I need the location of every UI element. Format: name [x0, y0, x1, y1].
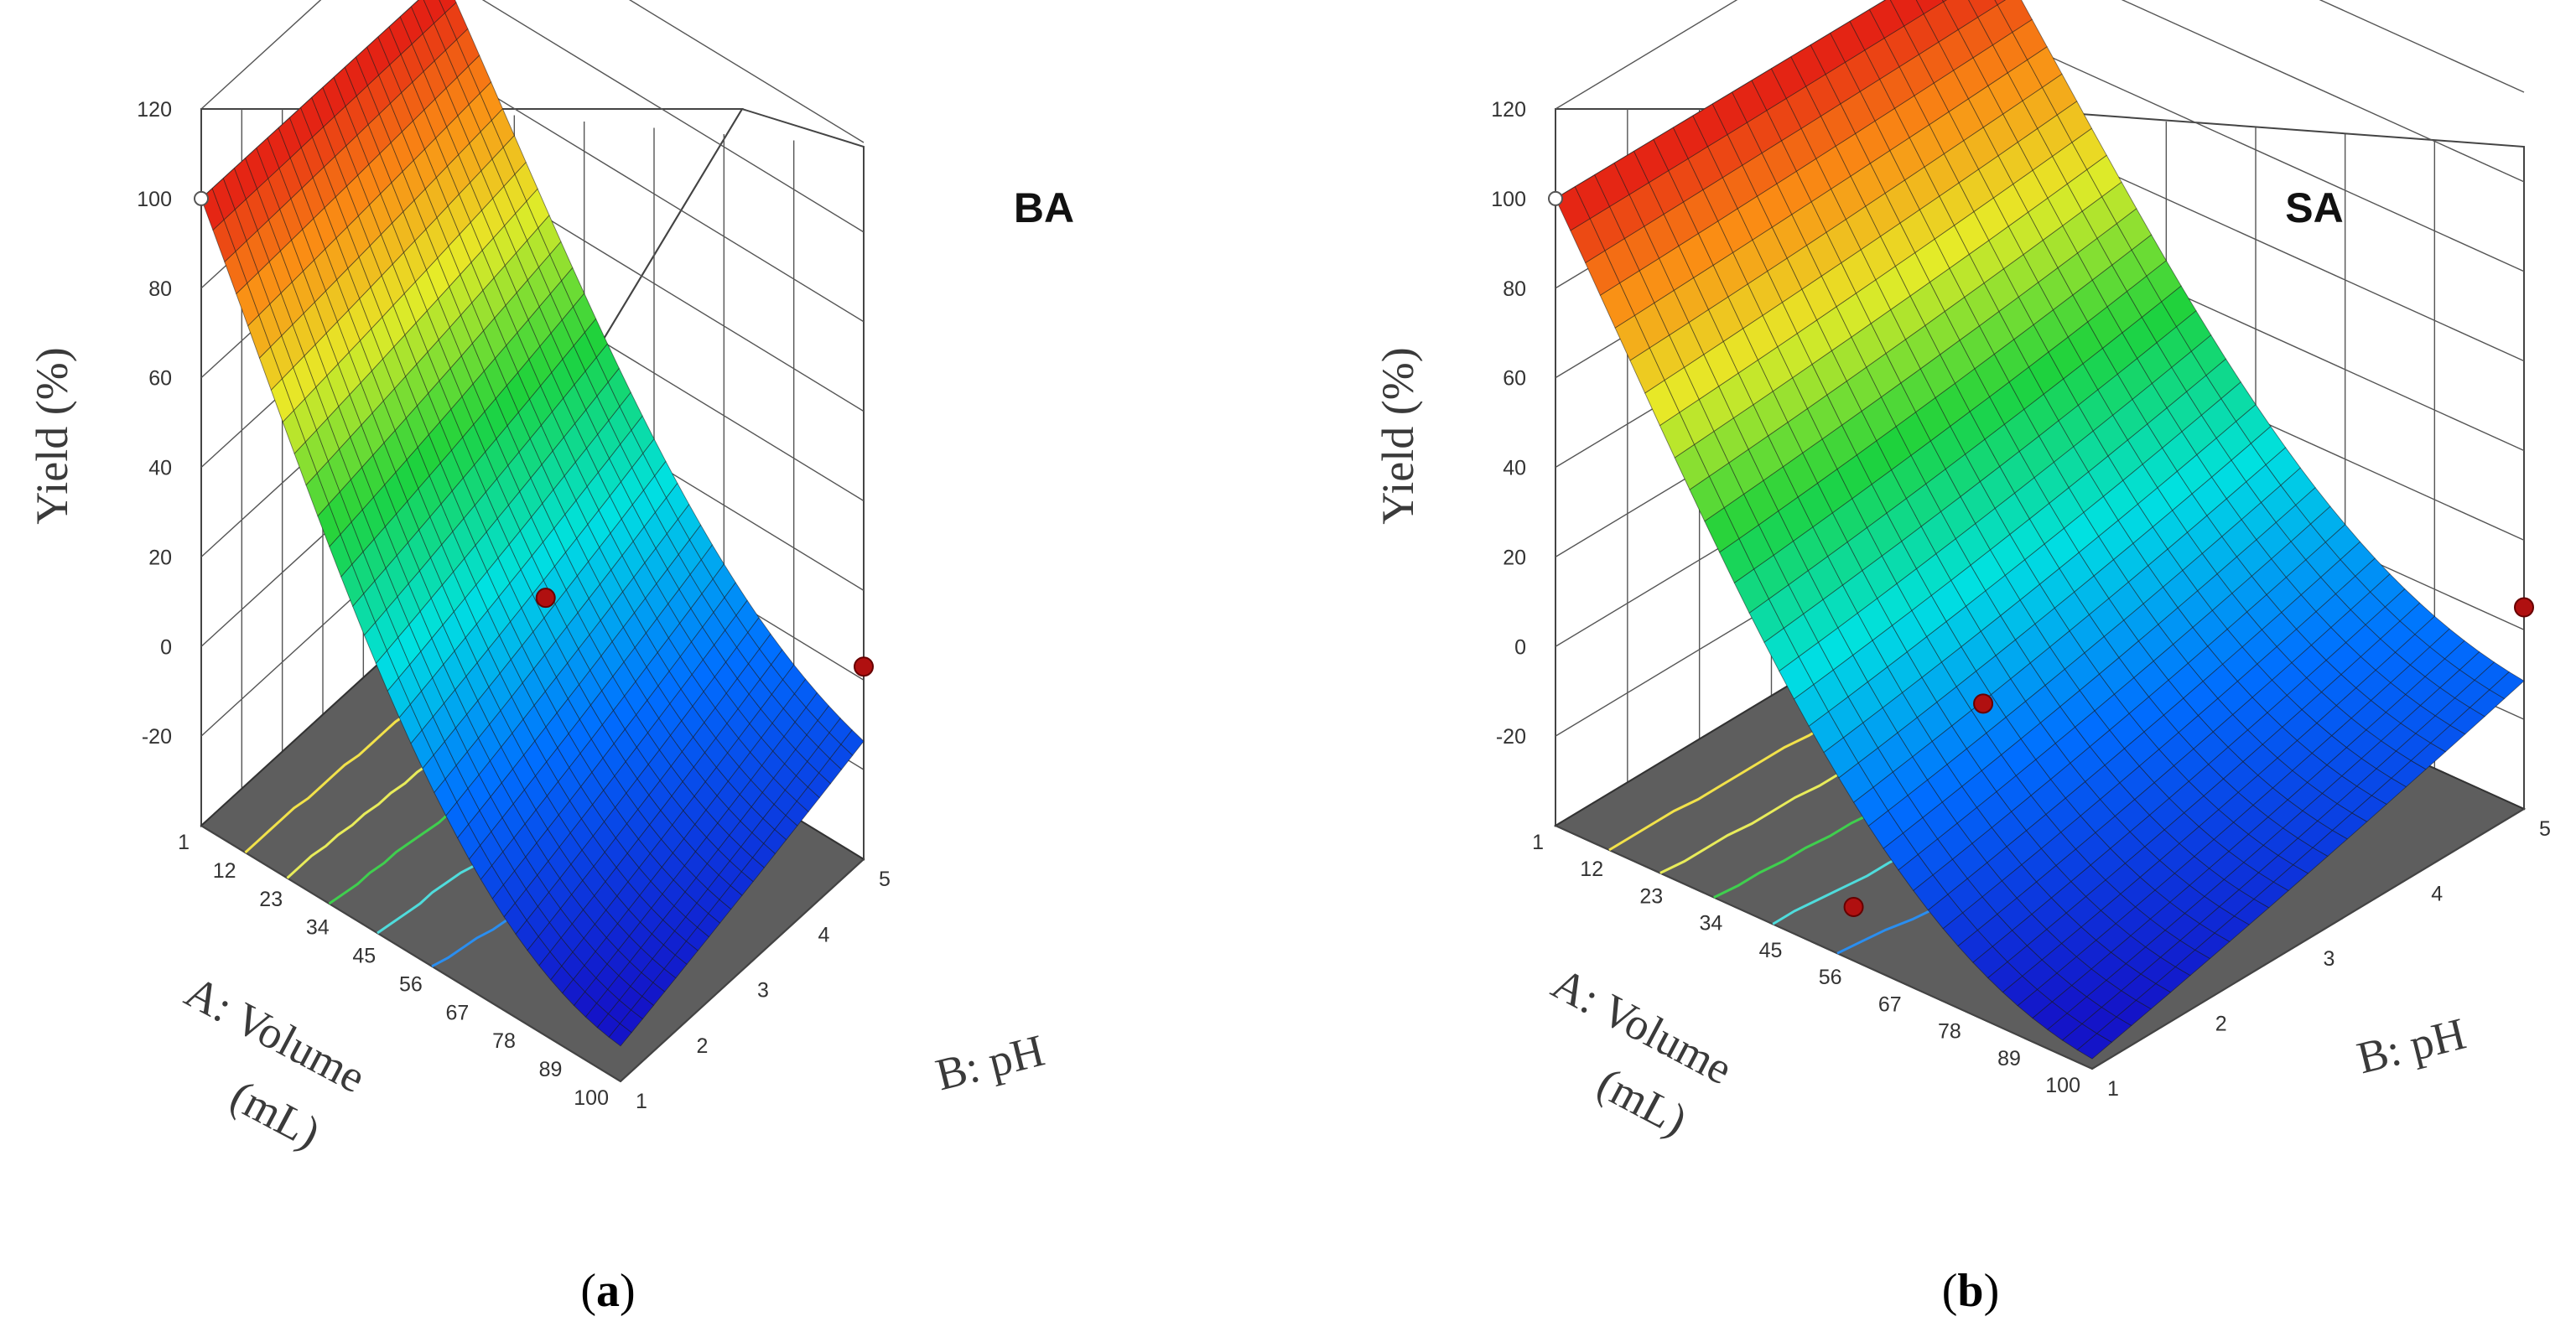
wall-grid-line [1555, 0, 1738, 110]
volume-tick-label: 78 [1938, 1020, 1961, 1044]
volume-tick-label: 100 [2045, 1074, 2080, 1097]
volume-tick-label: 12 [1580, 858, 1603, 881]
caption-a: (a) [580, 1265, 635, 1317]
volume-tick-label: 34 [1700, 912, 1723, 936]
z-tick-label: 80 [1503, 277, 1526, 301]
response-surface [200, 0, 865, 1047]
ph-tick-label: 5 [2539, 817, 2551, 841]
caption-b: (b) [1942, 1265, 1999, 1317]
volume-axis [200, 825, 621, 1082]
surface-annotation: BA [1014, 184, 1074, 231]
volume-tick-label: 56 [1819, 966, 1842, 989]
ph-tick-label: 2 [697, 1034, 709, 1058]
z-tick-label: -20 [1496, 725, 1526, 749]
ph-axis-label: B: pH [931, 1025, 1049, 1101]
design-point [535, 588, 556, 609]
surface-annotation: SA [2285, 184, 2343, 231]
volume-tick-label: 34 [306, 916, 330, 940]
ph-axis-label: B: pH [2352, 1008, 2470, 1084]
volume-axis [1555, 825, 2093, 1070]
yield-axis-label: Yield (%) [1373, 347, 1423, 524]
ph-tick-label: 1 [2107, 1077, 2119, 1101]
z-tick-label: 120 [137, 98, 172, 122]
volume-tick-label: 78 [492, 1029, 516, 1053]
yield-axis-label: Yield (%) [27, 347, 77, 524]
volume-tick-label: 56 [399, 972, 423, 996]
volume-tick-label: 45 [352, 945, 376, 968]
volume-tick-label: 12 [213, 859, 236, 883]
volume-tick-label: 45 [1759, 939, 1783, 962]
volume-tick-label: 1 [178, 831, 190, 854]
ph-tick-label: 4 [2431, 883, 2443, 906]
z-tick-label: 60 [148, 367, 172, 391]
ph-tick-label: 5 [879, 868, 891, 891]
z-tick-label: 40 [148, 457, 172, 480]
volume-tick-label: 89 [1997, 1047, 2021, 1070]
volume-tick-label: 1 [1532, 831, 1544, 854]
wall-grid-line [2319, 0, 2525, 93]
design-point [2514, 597, 2534, 618]
volume-tick-label: 89 [539, 1058, 563, 1081]
surface-cell [1997, 0, 2033, 34]
surface-cell [439, 0, 457, 14]
z-tick-label: 60 [1503, 367, 1526, 391]
design-point [854, 656, 874, 677]
z-tick-label: 100 [137, 188, 172, 211]
surface-cell [1941, 0, 1947, 3]
z-tick-label: 20 [148, 546, 172, 569]
design-point [1973, 693, 1994, 714]
ph-tick-label: 3 [757, 979, 769, 1003]
design-point [1843, 896, 1864, 917]
volume-tick-label: 100 [574, 1086, 609, 1110]
volume-tick-label: 23 [1639, 884, 1663, 908]
volume-tick-label: 23 [259, 888, 283, 911]
volume-tick-label: 67 [1878, 993, 1902, 1016]
ph-tick-label: 4 [818, 923, 830, 946]
z-tick-label: 0 [160, 635, 172, 659]
ph-axis [2091, 808, 2525, 1070]
ph-tick-label: 3 [2324, 947, 2335, 971]
ph-axis [620, 858, 865, 1082]
wall-grid-line [200, 0, 322, 110]
ph-tick-label: 2 [2215, 1013, 2227, 1036]
z-tick-label: 20 [1503, 546, 1526, 569]
z-tick-label: 40 [1503, 457, 1526, 480]
volume-tick-label: 67 [446, 1001, 470, 1024]
z-tick-label: 100 [1491, 188, 1526, 211]
design-point [194, 190, 209, 206]
z-tick-label: 0 [1514, 635, 1526, 659]
volume-axis-label: A: Volume [177, 967, 373, 1103]
ph-tick-label: 1 [636, 1090, 647, 1113]
response-surface [1555, 0, 2525, 1060]
z-tick-label: 80 [148, 277, 172, 301]
volume-axis-unit-label: (mL) [222, 1070, 328, 1158]
z-tick-label: -20 [142, 725, 172, 749]
z-tick-label: 120 [1491, 98, 1526, 122]
wall-grid-line [628, 0, 865, 143]
surface-cell [1994, 0, 2006, 6]
design-point [1548, 190, 1563, 206]
